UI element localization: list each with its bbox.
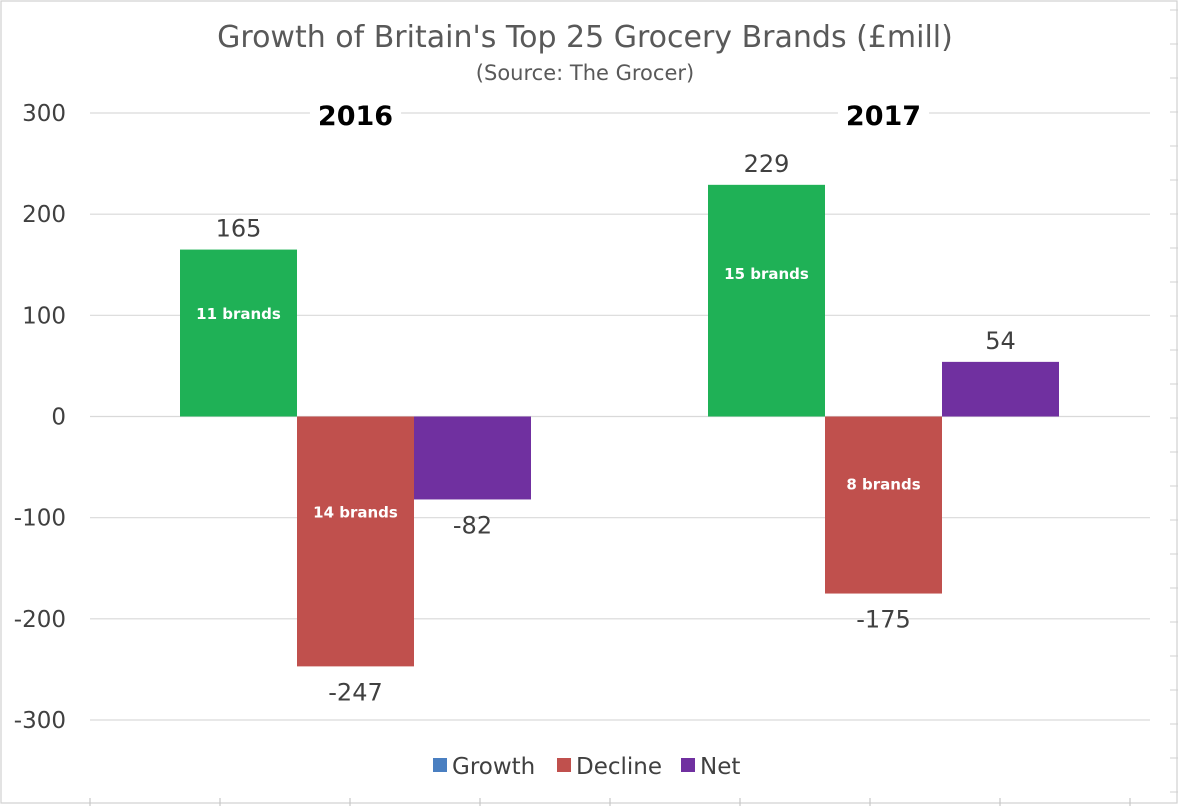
bar-growth-2016 — [180, 249, 297, 417]
bar-decline-2017 — [825, 416, 942, 594]
data-label-decline-2017: -175 — [856, 606, 910, 634]
category-label-background — [837, 99, 930, 134]
legend-swatch-net — [681, 758, 695, 772]
category-labels: 2016 2017 — [309, 99, 930, 134]
legend-label-decline: Decline — [576, 754, 662, 780]
brand-count-label: 14 brands — [313, 504, 398, 522]
y-tick-label: -200 — [14, 607, 66, 633]
category-label-2017: 2017 — [846, 101, 921, 132]
y-tick-label: 300 — [22, 101, 66, 127]
x-axis-tick-marks — [89, 9, 1178, 806]
y-tick-label: 0 — [51, 405, 66, 431]
legend-swatch-growth — [433, 758, 447, 772]
y-axis-ticks: 300 200 100 0 -100 -200 -300 — [14, 101, 66, 734]
y-tick-label: 200 — [22, 202, 66, 228]
brand-count-label: 8 brands — [846, 476, 920, 494]
bar-net-2017 — [942, 361, 1059, 417]
bar-growth-2017 — [708, 184, 825, 417]
bar-decline-2016 — [297, 416, 414, 667]
bars — [180, 184, 1059, 667]
category-label-2016: 2016 — [318, 101, 393, 132]
legend-label-net: Net — [700, 754, 740, 780]
data-label-growth-2017: 229 — [744, 150, 790, 178]
data-label-decline-2016: -247 — [328, 678, 382, 706]
bar-net-2016 — [414, 416, 531, 500]
category-label-background — [309, 99, 402, 134]
legend-swatch-decline — [557, 758, 571, 772]
legend-label-growth: Growth — [452, 754, 535, 780]
y-tick-label: -300 — [14, 708, 66, 734]
y-tick-label: -100 — [14, 506, 66, 532]
legend: Growth Decline Net — [433, 754, 740, 780]
chart-subtitle: (Source: The Grocer) — [476, 61, 694, 85]
data-labels: 165 11 brands -247 14 brands -82 229 15 brands… — [196, 150, 1016, 707]
brand-count-label: 15 brands — [724, 265, 809, 283]
data-label-net-2017: 54 — [985, 327, 1016, 355]
data-label-growth-2016: 165 — [216, 215, 262, 243]
brand-count-label: 11 brands — [196, 305, 281, 323]
chart-title: Growth of Britain's Top 25 Grocery Brand… — [217, 20, 953, 55]
data-label-net-2016: -82 — [453, 511, 492, 539]
y-tick-label: 100 — [22, 303, 66, 329]
